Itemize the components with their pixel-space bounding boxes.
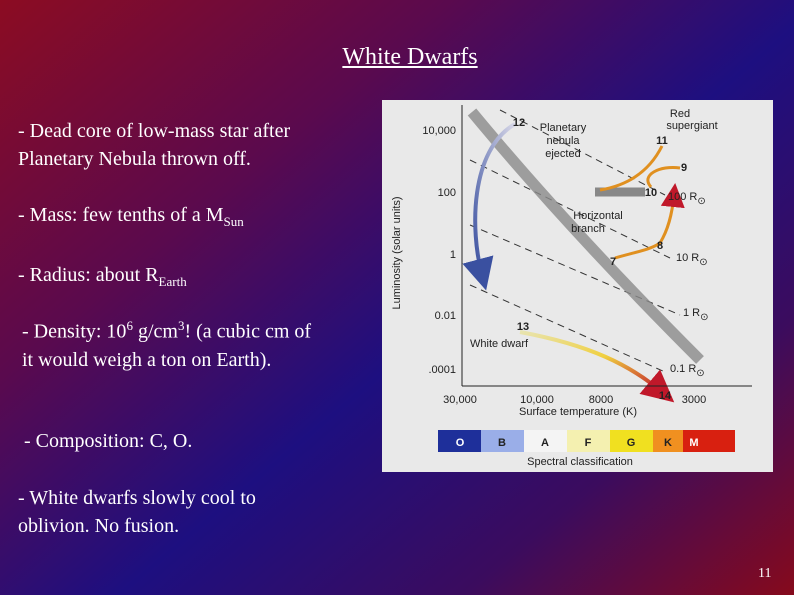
bullet-text: g/cm	[132, 320, 178, 343]
track	[519, 330, 675, 403]
stage-label: 10	[645, 187, 657, 199]
bullet: - Radius: about REarth	[18, 261, 358, 296]
x-tick-label: 8000	[589, 394, 613, 406]
page-number: 11	[758, 566, 772, 581]
y-tick-label: 100	[438, 187, 456, 199]
spectral-class: F	[585, 437, 592, 449]
bullet-text: - Mass: few tenths of a M	[18, 204, 224, 226]
hr-diagram: Luminosity (solar units) 10,000 100 1 0.…	[382, 100, 773, 472]
annotation-line: branch	[571, 223, 605, 235]
radius-lines	[469, 109, 681, 373]
annotation: Red supergiant	[666, 108, 717, 132]
track	[599, 145, 681, 192]
stage-label: 8	[657, 240, 663, 252]
bullet-text: - Density: 10	[22, 320, 127, 343]
bullet: - Mass: few tenths of a MSun	[18, 201, 358, 236]
bullet-text: ! (a cubic cm of it would weigh a ton on…	[22, 320, 312, 371]
annotation: Planetary nebula ejected	[540, 122, 587, 160]
superscript: 6	[126, 318, 133, 333]
annotation-line: supergiant	[666, 120, 717, 132]
radius-sub: ⊙	[699, 257, 707, 268]
radius-label: 0.1 R⊙	[670, 363, 705, 379]
y-tick-label: 0.01	[435, 310, 456, 322]
radius-sub: ⊙	[697, 196, 705, 207]
x-tick-label: 30,000	[443, 394, 477, 406]
annotation-line: Planetary	[540, 122, 587, 134]
x-axis-label: Surface temperature (K)	[519, 406, 637, 418]
spectral-class: M	[689, 437, 698, 449]
slide-title: White Dwarfs	[342, 44, 478, 70]
spectral-class: O	[456, 437, 465, 449]
radius-text: 0.1 R	[670, 363, 696, 375]
spectral-label: Spectral classification	[527, 456, 633, 468]
spectral-class: K	[664, 437, 672, 449]
track	[614, 183, 685, 260]
spectral-class: G	[627, 437, 636, 449]
track	[462, 122, 517, 291]
subscript: Earth	[158, 274, 187, 289]
stage-label: 9	[681, 162, 687, 174]
radius-sub: ⊙	[700, 312, 708, 323]
annotation-line: White dwarf	[470, 338, 529, 350]
axes	[461, 105, 752, 387]
radius-sub: ⊙	[696, 368, 704, 379]
bullet: - White dwarfs slowly cool to oblivion. …	[18, 487, 256, 537]
bullet-text: - Radius: about R	[18, 264, 159, 286]
spectral-class: A	[541, 437, 549, 449]
annotation-line: ejected	[545, 148, 580, 160]
radius-label: 100 R⊙	[668, 191, 706, 207]
stage-label: 11	[656, 135, 668, 147]
y-tick-label: 1	[450, 249, 456, 261]
radius-text: 100 R	[668, 191, 697, 203]
y-tick-label: 10,000	[422, 125, 456, 137]
stage-label: 14	[659, 390, 672, 402]
stage-label: 12	[513, 117, 525, 129]
annotation: White dwarf	[470, 338, 529, 350]
stage-label: 13	[517, 321, 529, 333]
x-tick-label: 10,000	[520, 394, 554, 406]
bullet: - Composition: C, O.	[24, 430, 193, 452]
figure-background	[382, 100, 773, 472]
annotation: Horizontal branch	[571, 210, 623, 235]
subscript: Sun	[223, 214, 244, 229]
radius-text: 10 R	[676, 252, 699, 264]
annotation-line: Horizontal	[573, 210, 623, 222]
y-axis-label: Luminosity (solar units)	[391, 196, 403, 309]
stage-label: 7	[610, 256, 616, 268]
radius-label: 10 R⊙	[676, 252, 708, 268]
main-sequence	[467, 108, 704, 364]
annotation-line: Red	[670, 108, 690, 120]
x-tick-label: 3000	[682, 394, 706, 406]
superscript: 3	[177, 318, 185, 333]
radius-text: 1 R	[683, 307, 700, 319]
y-tick-label: .0001	[428, 364, 456, 376]
annotation-line: nebula	[546, 135, 580, 147]
spectral-class: B	[498, 437, 506, 449]
bullet: - Density: 106 g/cm3! (a cubic cm of it …	[22, 312, 322, 374]
spectral-bar	[438, 430, 735, 452]
bullet: - Dead core of low-mass star after Plane…	[18, 120, 291, 170]
radius-label: 1 R⊙	[683, 307, 709, 323]
